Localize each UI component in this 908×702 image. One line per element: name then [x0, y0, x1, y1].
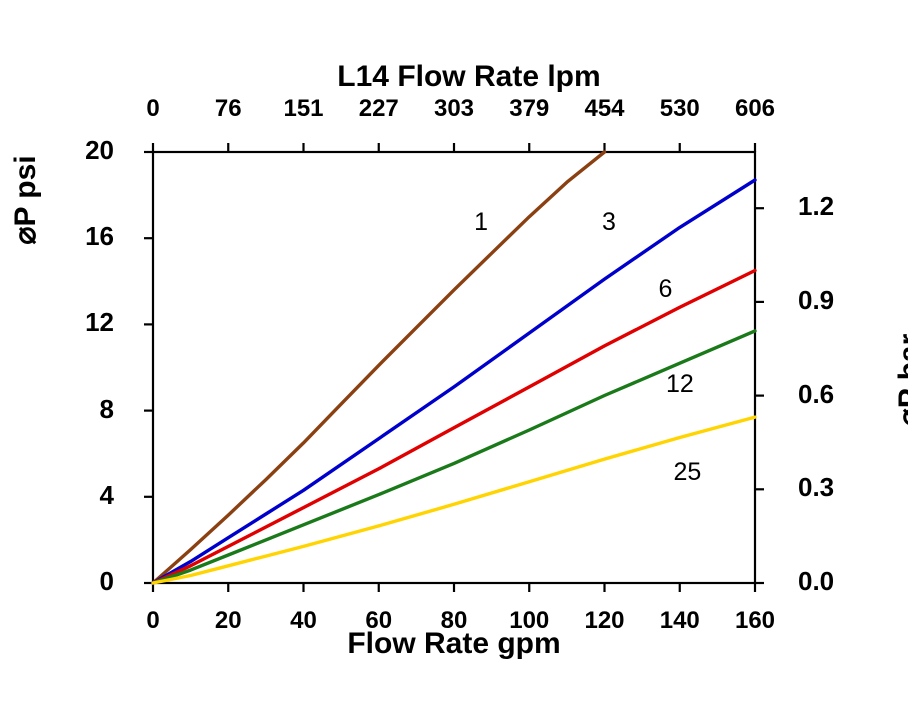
- top-tick-label: 0: [146, 95, 160, 122]
- top-tick-label: 303: [433, 95, 475, 122]
- bottom-tick-label: 120: [584, 607, 625, 634]
- bottom-tick-label: 100: [509, 607, 550, 634]
- bottom-tick-label: 80: [440, 607, 468, 634]
- series-line-6: [151, 268, 757, 585]
- bottom-tick-label: 40: [290, 607, 317, 634]
- right-tick-label: 0.9: [798, 284, 835, 315]
- right-tick-label: 1.2: [798, 191, 835, 222]
- series-layer: [151, 150, 757, 585]
- bottom-tick-label: 160: [734, 607, 776, 634]
- top-tick-label: 151: [283, 95, 324, 122]
- top-tick-label: 454: [584, 95, 625, 122]
- series-label-6: 6: [658, 275, 673, 304]
- series-line-3: [151, 178, 757, 585]
- left-tick-label: 4: [99, 479, 114, 510]
- bottom-tick-label: 60: [365, 607, 393, 634]
- bottom-tick-label: 0: [146, 607, 160, 634]
- series-label-3: 3: [602, 208, 616, 237]
- right-tick-label: 0.3: [798, 472, 835, 503]
- series-label-25: 25: [673, 458, 702, 487]
- left-tick-label: 20: [85, 135, 114, 165]
- bottom-tick-label: 20: [214, 607, 242, 634]
- series-label-12: 12: [665, 369, 694, 398]
- left-tick-label: 12: [85, 307, 114, 338]
- left-tick-label: 16: [85, 221, 114, 252]
- top-axis-title: L14 Flow Rate lpm: [0, 60, 908, 94]
- series-line-25: [151, 415, 757, 585]
- left-tick-label: 0: [99, 566, 114, 596]
- plot-frame: [151, 150, 757, 585]
- top-axis-title-text: L14 Flow Rate lpm: [337, 60, 601, 93]
- bottom-tick-label: 140: [659, 607, 700, 634]
- top-tick-label: 530: [659, 95, 700, 122]
- right-tick-label: 0.6: [798, 378, 835, 409]
- top-tick-label: 606: [734, 95, 776, 122]
- right-tick-label: 0.0: [798, 566, 835, 596]
- left-tick-label: 8: [99, 393, 114, 424]
- top-tick-label: 76: [214, 95, 242, 122]
- series-line-1: [151, 150, 607, 585]
- x-axis-title: Flow Rate gpm: [347, 627, 561, 660]
- top-tick-label: 379: [509, 95, 550, 122]
- top-tick-label: 227: [358, 95, 399, 122]
- series-label-1: 1: [474, 208, 488, 237]
- series-line-12: [151, 329, 757, 585]
- axes-layer: [144, 143, 764, 592]
